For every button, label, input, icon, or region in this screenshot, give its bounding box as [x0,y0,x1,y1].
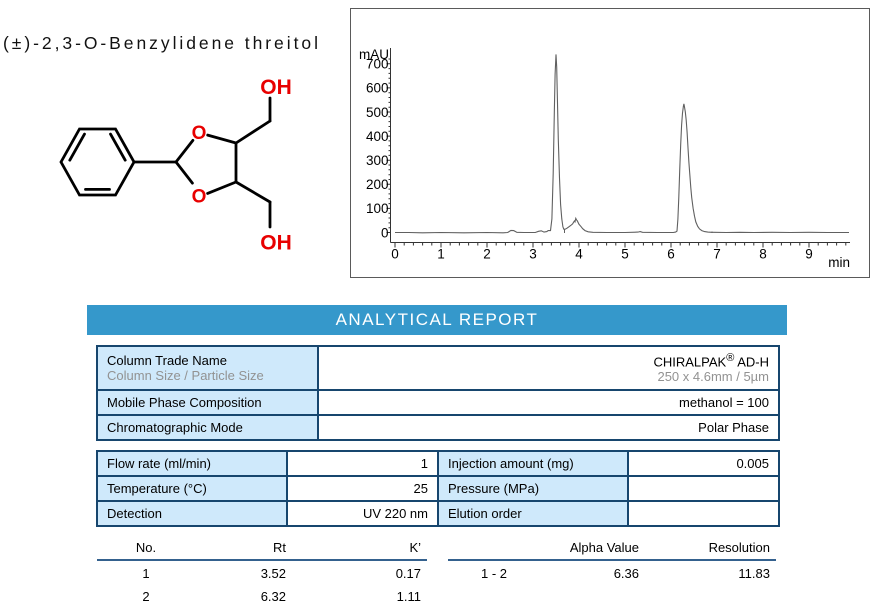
svg-text:OH: OH [260,232,292,255]
svg-text:2: 2 [483,247,491,262]
svg-text:600: 600 [366,81,389,96]
svg-text:6: 6 [667,247,675,262]
svg-text:300: 300 [366,153,389,168]
svg-text:OH: OH [260,76,292,99]
svg-text:4: 4 [575,247,583,262]
svg-text:min: min [828,255,850,270]
svg-text:9: 9 [805,247,813,262]
svg-text:500: 500 [366,105,389,120]
svg-text:0: 0 [391,247,399,262]
svg-text:200: 200 [366,177,389,192]
svg-text:100: 100 [366,201,389,216]
svg-text:1: 1 [437,247,445,262]
svg-text:0: 0 [381,225,389,240]
svg-text:8: 8 [759,247,767,262]
svg-text:700: 700 [366,57,389,72]
svg-text:5: 5 [621,247,629,262]
svg-text:mAU: mAU [359,47,389,62]
svg-text:400: 400 [366,129,389,144]
svg-text:7: 7 [713,247,721,262]
svg-text:O: O [192,187,207,208]
svg-text:O: O [192,123,207,144]
svg-text:3: 3 [529,247,537,262]
